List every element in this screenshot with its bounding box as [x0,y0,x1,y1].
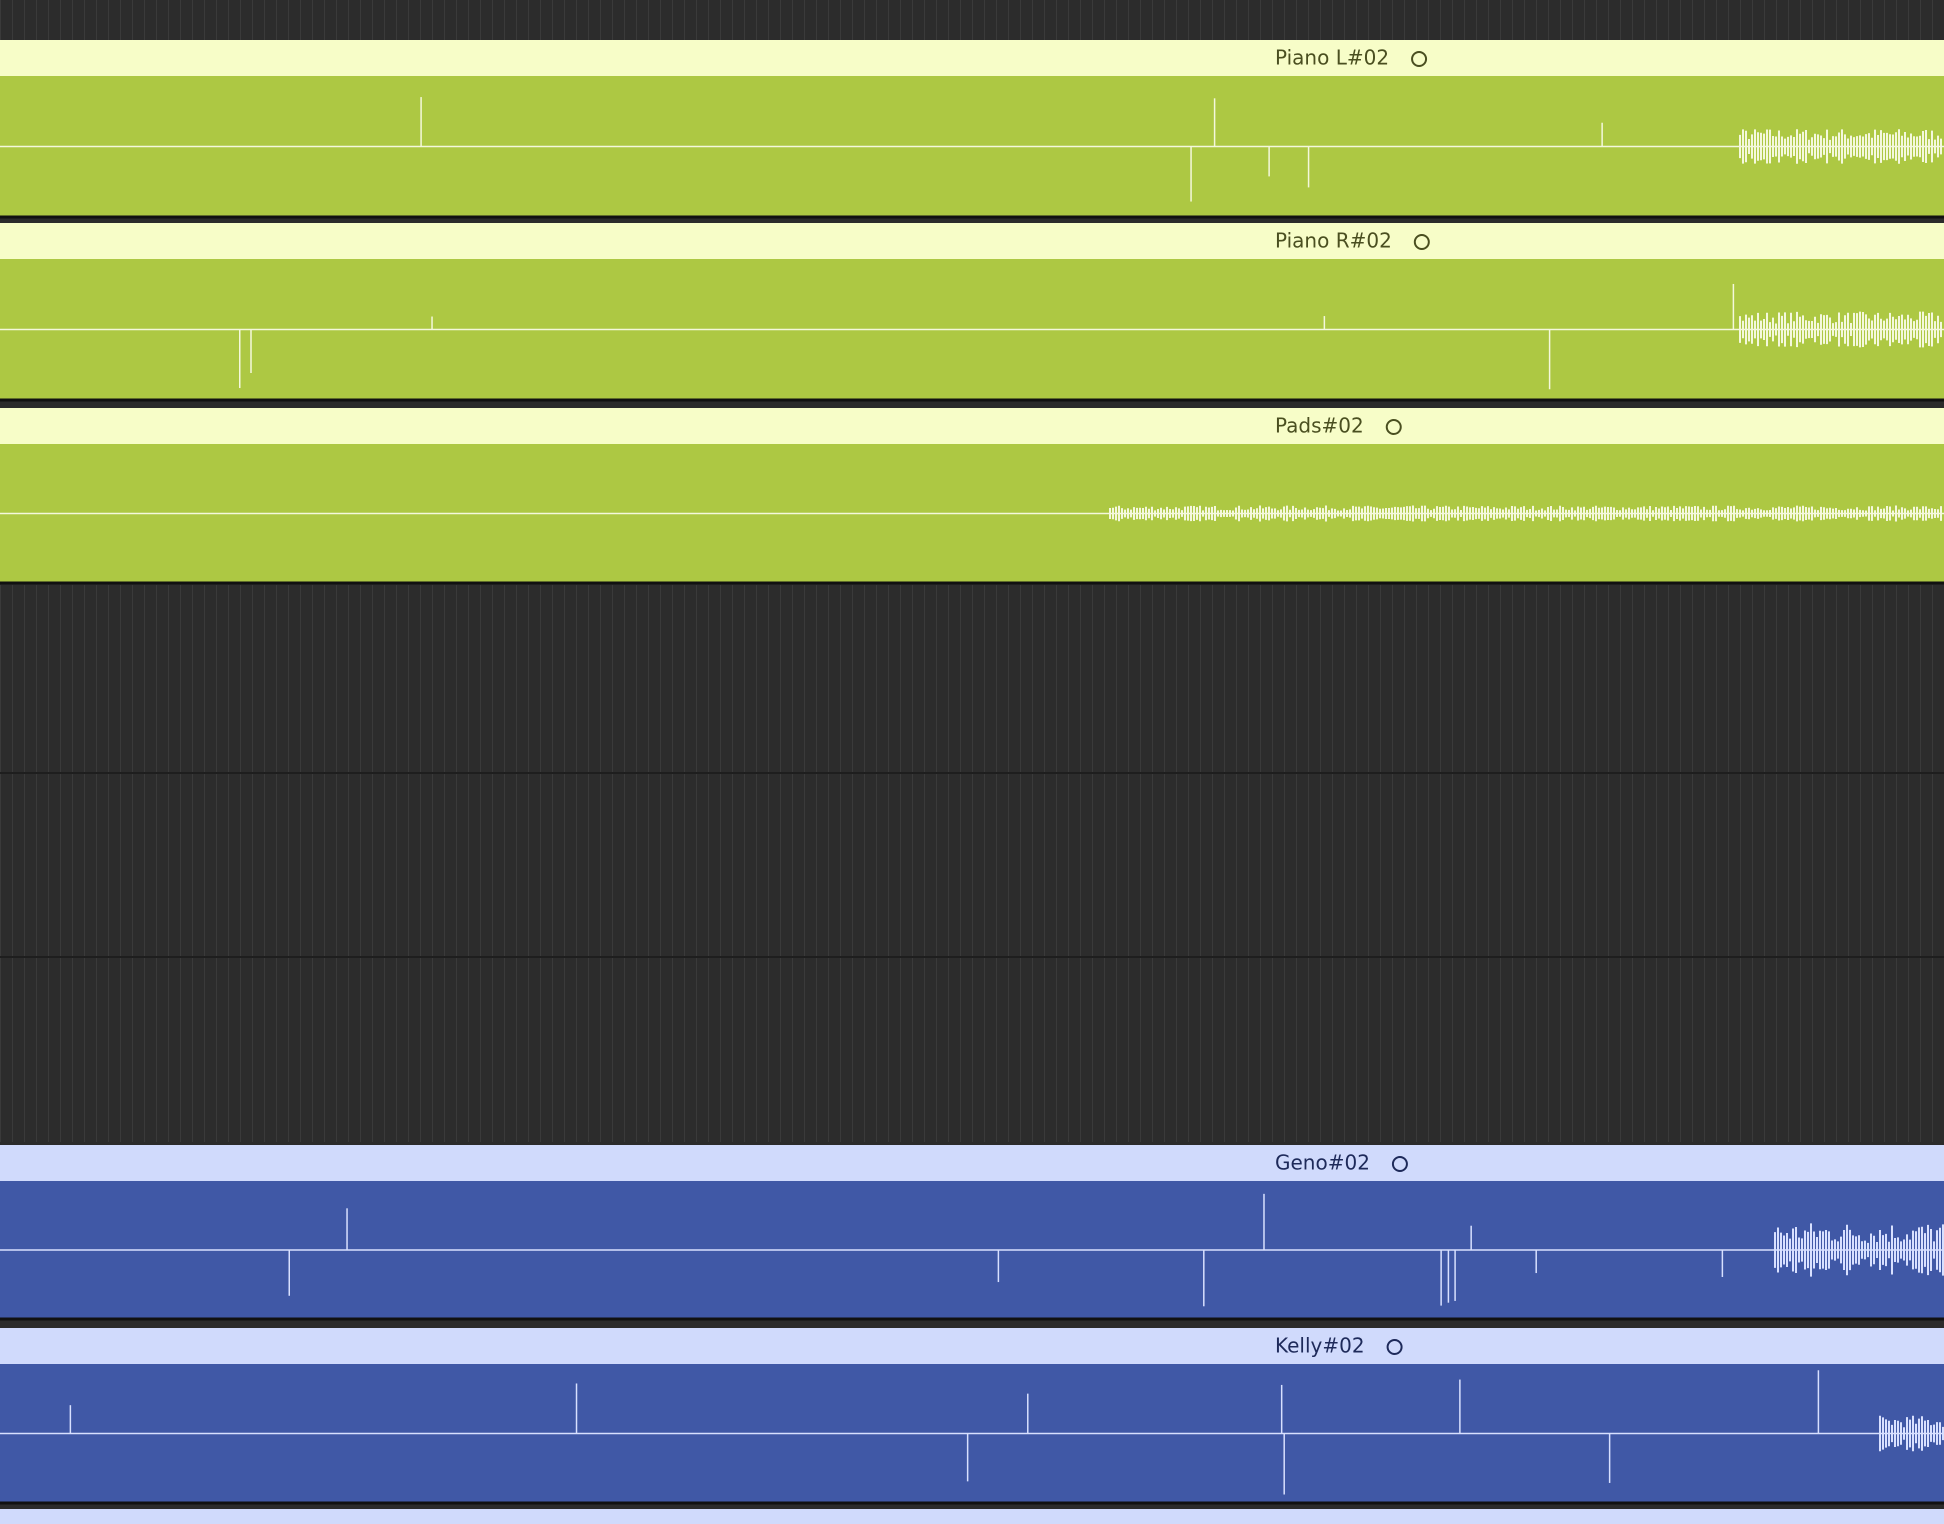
region-loop-icon [1413,234,1430,250]
region-loop-icon [1385,419,1402,435]
region-loop-icon [1386,1339,1403,1355]
region-header [0,40,1944,76]
region-header [0,1328,1944,1364]
region-header [0,1145,1944,1181]
region: Kelly#02 [0,1328,1944,1505]
waveform-body [1774,1223,1944,1277]
waveform-body [1109,505,1942,522]
region: Geno#02 [0,1145,1944,1321]
region: Pads#02 [0,408,1944,585]
empty-lanes [0,585,1944,1142]
top-lane [0,0,1944,40]
region-name: Pads#02 [1275,414,1364,438]
region: Piano R#02 [0,223,1944,402]
region-loop-icon [1391,1156,1408,1172]
region-name: Geno#02 [1275,1151,1370,1175]
waveform-body [1739,129,1942,164]
region: Piano L#02 [0,40,1944,219]
region-header [0,223,1944,259]
waveform-body [1879,1415,1944,1452]
region-name: Kelly#02 [1275,1334,1365,1358]
region-header [0,408,1944,444]
waveform-body [1739,311,1942,348]
region-name: Piano L#02 [1275,46,1389,70]
region-name: Piano R#02 [1275,229,1392,253]
partial-region-header [0,1509,1944,1524]
region-loop-icon [1411,51,1428,67]
